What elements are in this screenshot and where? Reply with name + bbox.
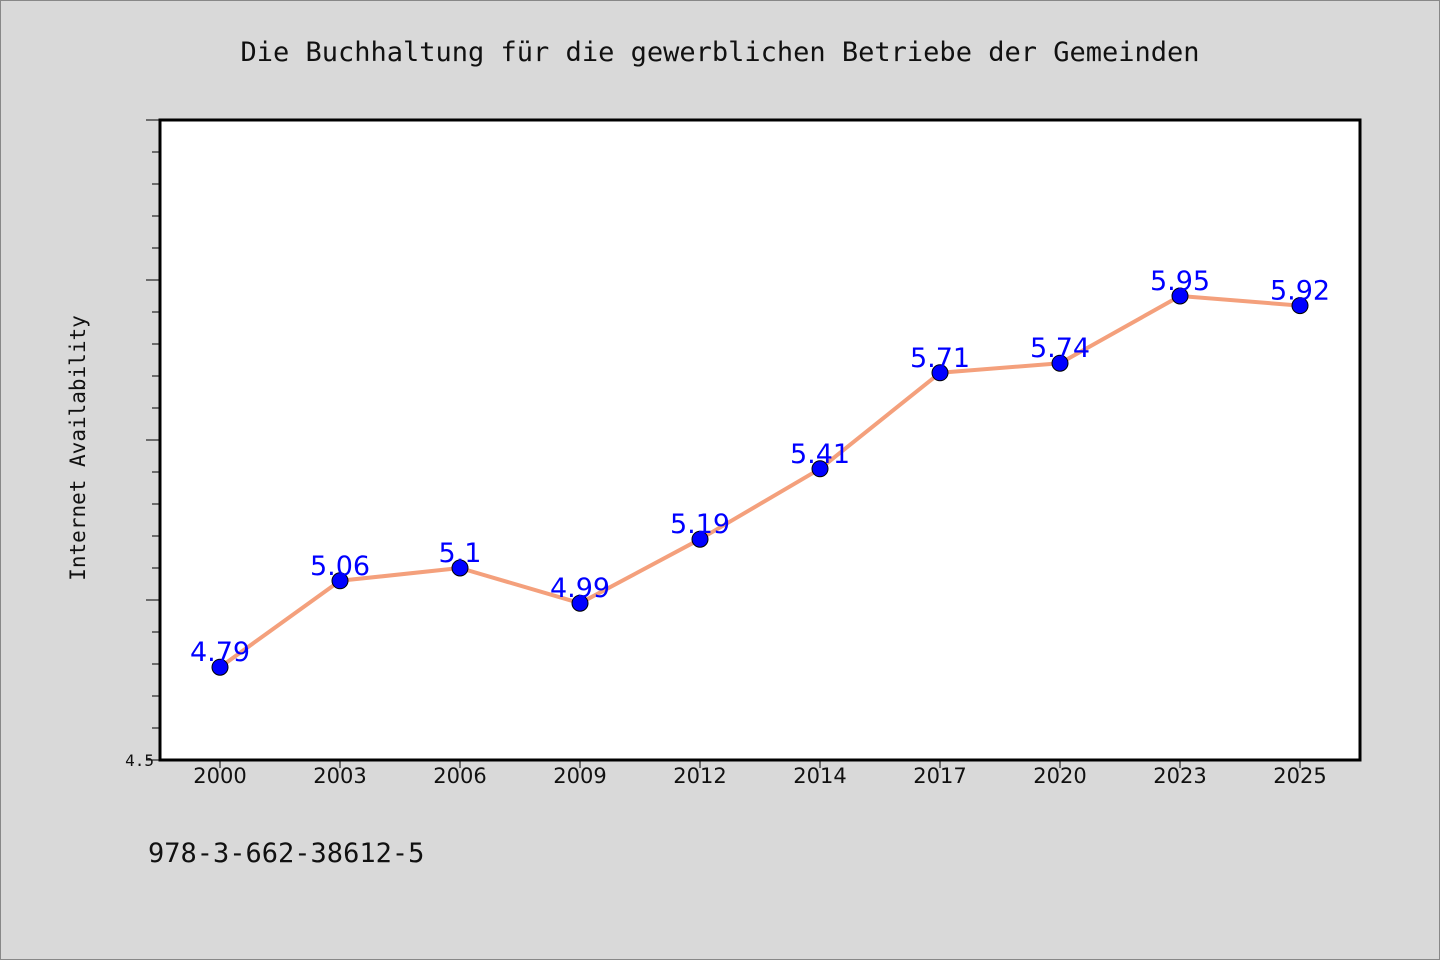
data-point xyxy=(1051,354,1069,372)
data-label: 5.1 xyxy=(439,538,482,569)
y-axis-ticks: 4.5 xyxy=(125,119,160,770)
data-point xyxy=(211,658,229,676)
x-tick-label: 2006 xyxy=(433,764,486,788)
data-point xyxy=(571,594,589,612)
data-label: 5.19 xyxy=(670,509,730,540)
chart-title: Die Buchhaltung für die gewerblichen Bet… xyxy=(240,37,1199,68)
x-tick-label: 2025 xyxy=(1273,764,1326,788)
data-label: 4.79 xyxy=(190,637,250,668)
data-label: 5.95 xyxy=(1150,266,1210,297)
data-point xyxy=(451,559,469,577)
x-tick-label: 2017 xyxy=(913,764,966,788)
data-label: 5.41 xyxy=(790,439,850,470)
plot-area xyxy=(158,118,1362,762)
data-label: 4.99 xyxy=(550,573,610,604)
data-label: 5.06 xyxy=(310,551,370,582)
data-point xyxy=(1171,287,1189,305)
x-tick-label: 2009 xyxy=(553,764,606,788)
data-point xyxy=(1291,297,1309,315)
x-axis-ticks: 2000 2003 2006 2009 2012 2014 2017 2020 2023 2025 xyxy=(193,760,1327,788)
data-point xyxy=(931,364,949,382)
x-tick-label: 2023 xyxy=(1153,764,1206,788)
x-tick-label: 2014 xyxy=(793,764,846,788)
data-label: 5.74 xyxy=(1030,333,1090,364)
x-tick-label: 2020 xyxy=(1033,764,1086,788)
data-point xyxy=(691,530,709,548)
series-line xyxy=(218,294,1302,670)
x-tick-label: 2012 xyxy=(673,764,726,788)
y-tick-label: 4.5 xyxy=(125,751,154,770)
data-point xyxy=(331,572,349,590)
x-tick-label: 2000 xyxy=(193,764,246,788)
x-tick-label: 2003 xyxy=(313,764,366,788)
y-axis-label: Internet Availability xyxy=(66,315,90,581)
data-label: 5.92 xyxy=(1270,276,1330,307)
series-layer: 4.79 5.06 5.1 4.99 5.19 5.41 5.71 5.74 5.95 5.92 xyxy=(190,266,1330,676)
footer-text: 978-3-662-38612-5 xyxy=(148,838,424,869)
data-point xyxy=(811,460,829,478)
data-label: 5.71 xyxy=(910,343,970,374)
